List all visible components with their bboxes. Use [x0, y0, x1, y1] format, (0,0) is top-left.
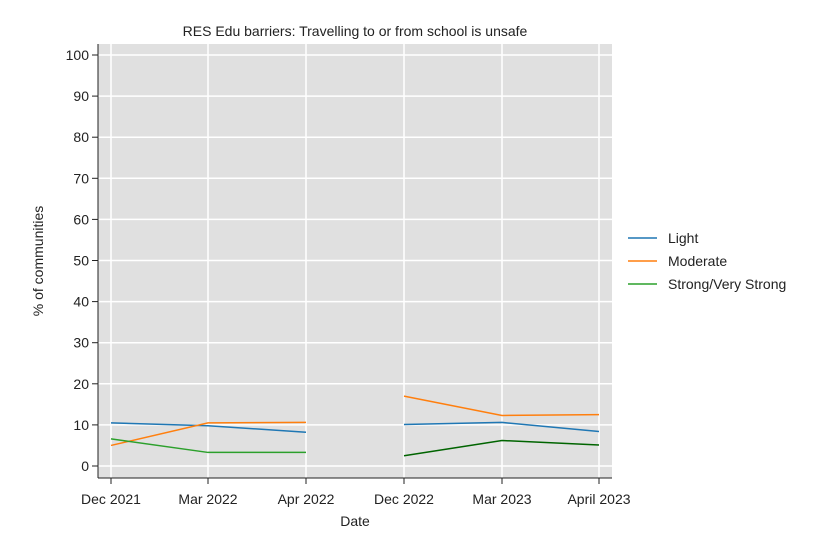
chart-title: RES Edu barriers: Travelling to or from … — [183, 23, 528, 39]
y-tick-label: 60 — [73, 211, 89, 227]
x-tick-label: Dec 2021 — [81, 491, 141, 507]
y-tick-label: 50 — [73, 253, 89, 269]
x-axis-title: Date — [340, 513, 370, 529]
legend-label: Strong/Very Strong — [668, 276, 786, 292]
series-line-moderate — [110, 421, 307, 447]
y-tick-label: 40 — [73, 294, 89, 310]
series-line-light — [403, 421, 600, 433]
x-tick-label: Mar 2022 — [178, 491, 237, 507]
axes: 0 10 20 30 40 50 60 70 80 90 100 Dec 2021 Mar 2022 Ap… — [66, 44, 631, 507]
series-lines — [110, 395, 600, 457]
grid-lines — [98, 44, 612, 478]
x-tick-label: Dec 2022 — [374, 491, 434, 507]
y-tick-label: 0 — [81, 458, 89, 474]
y-tick-label: 30 — [73, 335, 89, 351]
series-line-light — [110, 422, 307, 434]
x-tick-label: Mar 2023 — [472, 491, 531, 507]
y-tick-label: 20 — [73, 376, 89, 392]
y-tick-label: 100 — [66, 47, 90, 63]
x-tick-label: April 2023 — [567, 491, 630, 507]
y-tick-label: 70 — [73, 170, 89, 186]
series-line-moderate — [403, 395, 600, 417]
legend-label: Light — [668, 230, 698, 246]
y-axis-title: % of communities — [30, 206, 46, 316]
y-tick-label: 10 — [73, 417, 89, 433]
legend: Light Moderate Strong/Very Strong — [628, 230, 786, 292]
y-tick-label: 90 — [73, 88, 89, 104]
x-tick-label: Apr 2022 — [278, 491, 335, 507]
y-tick-label: 80 — [73, 129, 89, 145]
legend-label: Moderate — [668, 253, 727, 269]
series-line-strong-very-strong — [110, 438, 306, 454]
series-line-strong-very-strong — [403, 439, 600, 457]
